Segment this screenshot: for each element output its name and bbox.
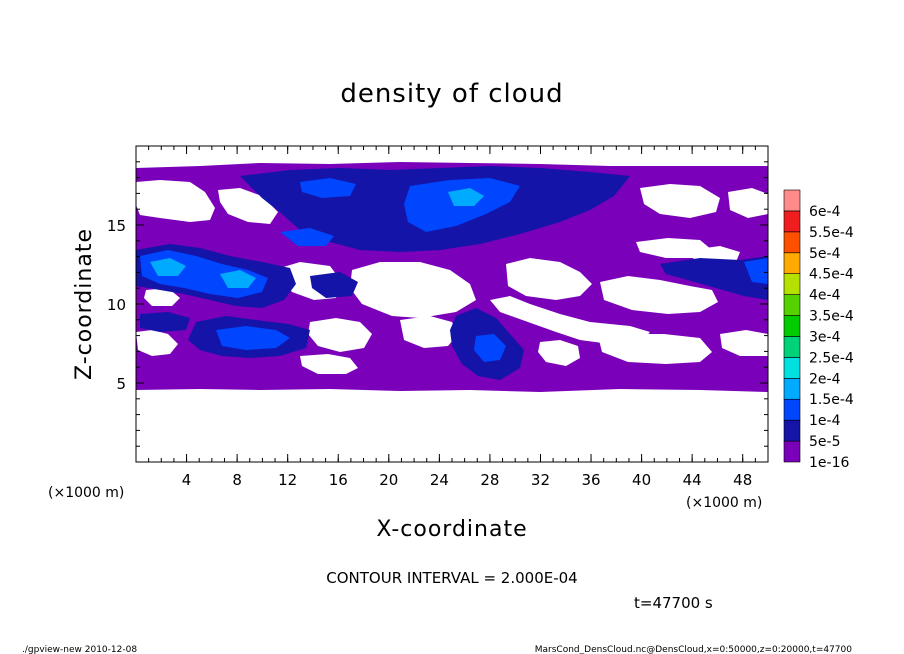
y-axis-label: Z-coordinate [72,228,97,380]
density-1.5e-4-regions [150,188,484,288]
colorbar-swatch [783,252,801,274]
colorbar-swatch [783,378,801,400]
footer-left: ./gpview-new 2010-12-08 [22,645,137,654]
time-label: t=47700 s [634,594,713,612]
colorbar-swatch [783,315,801,337]
colorbar-swatch [783,294,801,316]
y-tick-label: 10 [107,296,126,314]
footer-right: MarsCond_DensCloud.nc@DensCloud,x=0:5000… [535,645,852,654]
colorbar-swatch [783,336,801,358]
x-tick-label: 28 [480,471,499,489]
colorbar-swatch [783,398,801,421]
x-tick-label: 40 [632,471,651,489]
y-axis: 5 10 15 [107,161,768,447]
colorbar-swatch [783,440,801,463]
clear-gaps [136,180,768,374]
x-axis: 4 8 12 16 20 24 28 32 36 40 44 48 [148,146,756,489]
colorbar-label: 2.5e-4 [809,350,854,366]
x-tick-label: 12 [278,471,297,489]
colorbar-label: 4e-4 [809,288,841,304]
y-tick-label: 5 [116,375,126,393]
colorbar: 1e-16 5e-5 1e-4 1.5e-4 2e-4 2.5e-4 3e-4 3.5e-4 4… [783,189,854,471]
x-tick-label: 48 [733,471,752,489]
x-tick-label: 4 [182,471,192,489]
colorbar-swatch [783,231,801,254]
x-unit-label-right: (×1000 m) [686,495,762,511]
colorbar-label: 4.5e-4 [809,267,854,283]
colorbar-label: 5e-4 [809,246,841,262]
colorbar-label: 6e-4 [809,204,841,220]
colorbar-label: 2e-4 [809,371,841,387]
x-tick-label: 24 [430,471,449,489]
colorbar-label: 1e-4 [809,413,841,429]
colorbar-label: 1e-16 [809,455,849,471]
y-tick-label: 15 [107,217,126,235]
cloud-field [136,162,768,392]
x-tick-label: 36 [581,471,600,489]
colorbar-swatch [783,357,801,379]
x-tick-label: 16 [329,471,348,489]
colorbar-label: 1.5e-4 [809,392,854,408]
x-tick-label: 32 [531,471,550,489]
colorbar-swatch [783,273,801,295]
colorbar-label: 3.5e-4 [809,309,854,325]
x-axis-label: X-coordinate [376,517,527,542]
x-tick-label: 8 [232,471,242,489]
colorbar-swatch [783,210,801,233]
colorbar-label: 5e-5 [809,434,840,450]
colorbar-label: 3e-4 [809,329,841,345]
x-unit-label-left: (×1000 m) [48,485,124,501]
chart-title: density of cloud [340,79,563,109]
colorbar-swatch [783,419,801,442]
contour-interval-label: CONTOUR INTERVAL = 2.000E-04 [326,569,577,587]
x-tick-label: 20 [379,471,398,489]
colorbar-swatch [783,189,801,212]
x-tick-label: 44 [683,471,702,489]
colorbar-label: 5.5e-4 [809,225,854,241]
